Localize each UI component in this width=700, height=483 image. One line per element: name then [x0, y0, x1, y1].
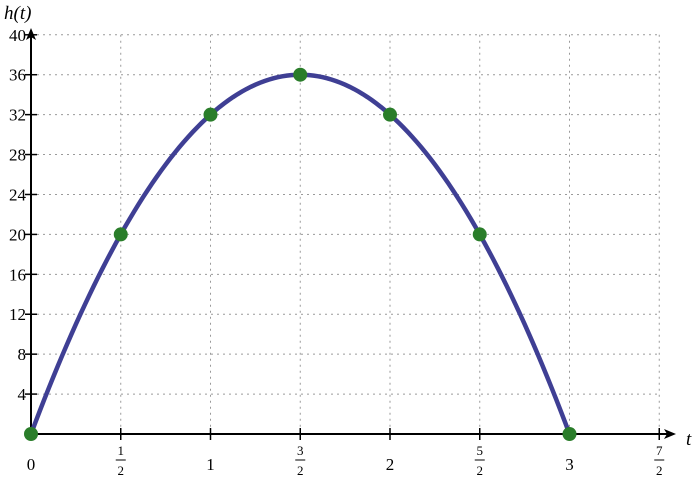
x-tick-label: 2	[386, 455, 395, 474]
grid	[31, 34, 660, 434]
data-point	[113, 227, 128, 242]
x-tick-label: 1	[206, 455, 215, 474]
x-tick-label-fraction: 72	[654, 443, 665, 478]
data-point	[562, 427, 577, 441]
series-line	[28, 72, 572, 435]
data-point	[293, 67, 308, 82]
y-tick-label: 24	[9, 185, 27, 204]
y-tick-label: 12	[9, 305, 26, 324]
fraction-denominator: 2	[656, 463, 663, 478]
x-axis-label: t	[686, 429, 692, 450]
fraction-numerator: 7	[656, 443, 663, 458]
fraction-denominator: 2	[477, 463, 484, 478]
data-points	[24, 67, 577, 441]
data-point	[472, 227, 487, 242]
x-tick-label: 3	[565, 455, 574, 474]
axes	[25, 28, 676, 440]
y-tick-label: 40	[9, 26, 26, 45]
y-tick-label: 20	[9, 225, 26, 244]
y-tick-label: 4	[18, 385, 27, 404]
y-axis-label: h(t)	[4, 3, 31, 24]
x-tick-label-fraction: 52	[474, 443, 485, 478]
y-axis-arrow	[26, 28, 36, 40]
y-tick-label: 16	[9, 265, 26, 284]
y-tick-label: 8	[18, 345, 27, 364]
fraction-numerator: 1	[118, 443, 125, 458]
fraction-denominator: 2	[297, 463, 304, 478]
fraction-numerator: 5	[477, 443, 484, 458]
y-tick-label: 28	[9, 146, 26, 165]
x-tick-label: 0	[27, 455, 36, 474]
data-point	[24, 427, 38, 441]
x-tick-label-fraction: 12	[115, 443, 126, 478]
fraction-denominator: 2	[118, 463, 125, 478]
x-axis-arrow	[664, 429, 676, 439]
x-tick-label-fraction: 32	[295, 443, 306, 478]
y-tick-label: 36	[9, 66, 26, 85]
data-point	[203, 107, 218, 122]
fraction-numerator: 3	[297, 443, 304, 458]
y-tick-label: 32	[9, 106, 26, 125]
data-point	[383, 107, 397, 122]
